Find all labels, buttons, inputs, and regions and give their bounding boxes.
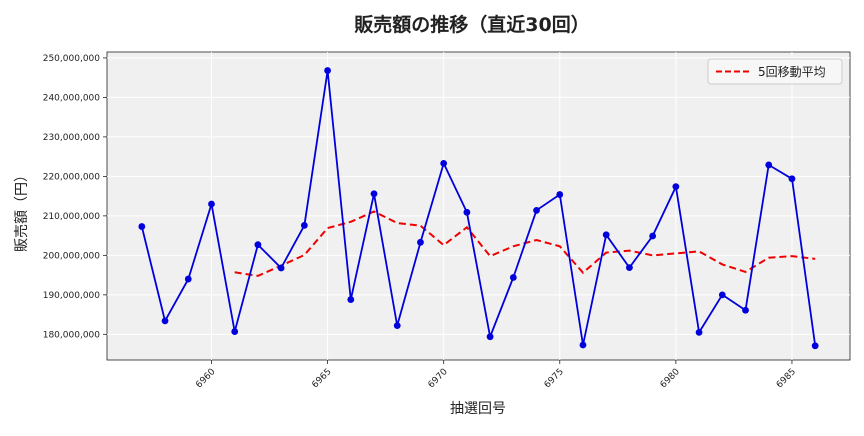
plot-area [106,51,851,361]
sales-point [393,322,401,330]
x-tick-label: 6960 [194,367,217,390]
x-tick-label: 6980 [659,367,682,390]
sales-line [140,70,817,346]
sales-point [300,221,308,229]
y-tick-label: 220,000,000 [43,172,101,182]
y-axis-ticks: 180,000,000 190,000,000 200,000,000 210,000… [43,54,107,340]
sales-point [695,328,703,336]
x-axis-label: 抽選回号 [450,401,506,417]
sales-point [440,159,448,167]
x-tick-label: 6975 [543,367,566,390]
sales-point [811,342,819,350]
y-tick-label: 240,000,000 [43,93,101,103]
sales-point [649,232,657,240]
sales-point [417,238,424,246]
y-tick-label: 230,000,000 [43,133,101,143]
sales-point [277,264,285,272]
x-tick-label: 6965 [310,367,333,390]
legend-label-moving-average: 5回移動平均 [758,65,826,79]
series-layer [138,67,819,350]
sales-point [370,190,378,198]
y-tick-label: 190,000,000 [43,291,101,301]
sales-point [347,296,355,303]
sales-point [208,200,215,208]
sales-point [788,175,796,183]
y-tick-label: 210,000,000 [43,212,101,222]
legend-box [707,58,843,85]
x-tick-label: 6970 [427,367,450,390]
sales-point [626,264,633,271]
sales-point [672,183,680,191]
y-tick-label: 180,000,000 [43,330,101,340]
sales-point [161,317,169,325]
sales-point [718,291,726,299]
y-axis-label: 販売額（円） [14,168,30,252]
sales-point [533,206,540,214]
chart-title: 販売額の推移（直近30回） [354,13,589,36]
y-tick-label: 200,000,000 [43,251,101,261]
sales-point [765,161,773,169]
x-tick-label: 6985 [775,367,798,390]
sales-point [742,306,749,314]
sales-point [254,241,262,249]
sales-point [602,231,610,239]
sales-point [579,341,587,349]
x-axis-ticks: 6960 6965 6970 6975 6980 6985 [194,360,798,390]
sales-point [138,223,146,230]
y-tick-label: 250,000,000 [43,54,101,64]
sales-point [486,333,494,341]
grid-lines [107,52,850,360]
sales-point [184,275,192,283]
sales-point [509,274,517,281]
sales-point [324,67,331,74]
sales-point [556,191,564,198]
sales-point [463,208,471,216]
legend: 5回移動平均 [707,58,843,85]
sales-point [231,328,239,335]
